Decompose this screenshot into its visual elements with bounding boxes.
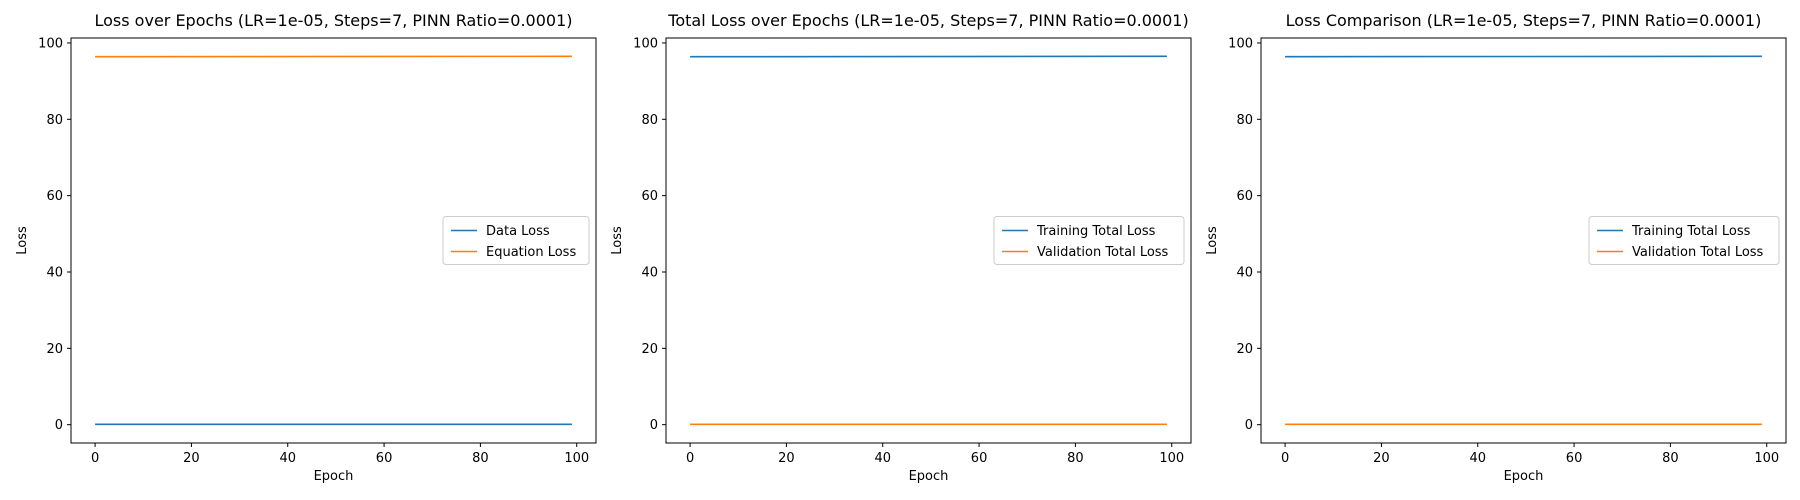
legend: Data Loss Equation Loss [442,216,590,265]
y-axis-label: Loss [610,226,625,255]
y-tick-label: 20 [641,342,658,357]
x-tick-label: 100 [1754,451,1779,466]
x-axis-label: Epoch [1504,469,1544,484]
y-tick-label: 0 [55,418,63,433]
x-tick-label: 100 [1159,451,1184,466]
y-tick-label: 100 [1228,36,1253,51]
legend-label: Data Loss [486,224,550,239]
legend-label: Training Total Loss [1036,224,1156,239]
chart-title: Loss Comparison (LR=1e-05, Steps=7, PINN… [1286,11,1762,30]
y-tick-label: 100 [38,36,63,51]
axes-frame [665,37,1192,444]
y-tick-label: 0 [650,418,658,433]
y-tick-label: 60 [641,189,658,204]
x-tick-label: 80 [1067,451,1084,466]
axes-frame [1260,37,1787,444]
legend-box [1588,216,1780,265]
x-axis-label: Epoch [314,469,354,484]
x-tick-label: 80 [1662,451,1679,466]
x-tick-label: 20 [183,451,200,466]
y-tick-label: 80 [641,113,658,128]
y-tick-label: 20 [46,342,63,357]
chart-title: Total Loss over Epochs (LR=1e-05, Steps=… [667,11,1188,30]
legend-label: Validation Total Loss [1632,245,1764,260]
x-tick-label: 80 [472,451,489,466]
legend: Training Total Loss Validation Total Loss [993,216,1185,265]
x-tick-label: 40 [1469,451,1486,466]
legend-label: Training Total Loss [1631,224,1751,239]
y-axis-label: Loss [15,226,30,255]
x-tick-label: 100 [564,451,589,466]
x-tick-label: 40 [874,451,891,466]
legend-box [442,216,590,265]
chart-panel-1: 0 20 40 60 80 100 0 20 40 60 80 100 Loss over Epochs… [15,11,597,484]
chart-title: Loss over Epochs (LR=1e-05, Steps=7, PIN… [95,11,573,30]
y-tick-label: 0 [1245,418,1253,433]
y-tick-label: 40 [641,265,658,280]
x-tick-label: 0 [686,451,694,466]
x-tick-label: 0 [91,451,99,466]
x-axis-label: Epoch [909,469,949,484]
x-tick-label: 0 [1281,451,1289,466]
y-tick-label: 40 [1236,265,1253,280]
x-tick-label: 20 [778,451,795,466]
y-tick-label: 40 [46,265,63,280]
y-tick-label: 60 [46,189,63,204]
x-tick-label: 60 [376,451,393,466]
chart-panel-3: 0 20 40 60 80 100 0 20 40 60 80 100 Loss Comparison … [1205,11,1787,484]
y-tick-label: 60 [1236,189,1253,204]
chart-panel-2: 0 20 40 60 80 100 0 20 40 60 80 100 Total Loss over … [610,11,1192,484]
legend: Training Total Loss Validation Total Loss [1588,216,1780,265]
axes-frame [70,37,597,444]
x-tick-label: 40 [279,451,296,466]
y-tick-label: 80 [1236,113,1253,128]
y-tick-label: 20 [1236,342,1253,357]
legend-label: Equation Loss [486,245,576,260]
y-tick-label: 80 [46,113,63,128]
x-tick-label: 60 [971,451,988,466]
y-axis-label: Loss [1205,226,1220,255]
x-tick-label: 20 [1373,451,1390,466]
x-tick-label: 60 [1566,451,1583,466]
legend-box [993,216,1185,265]
legend-label: Validation Total Loss [1037,245,1169,260]
y-tick-label: 100 [633,36,658,51]
